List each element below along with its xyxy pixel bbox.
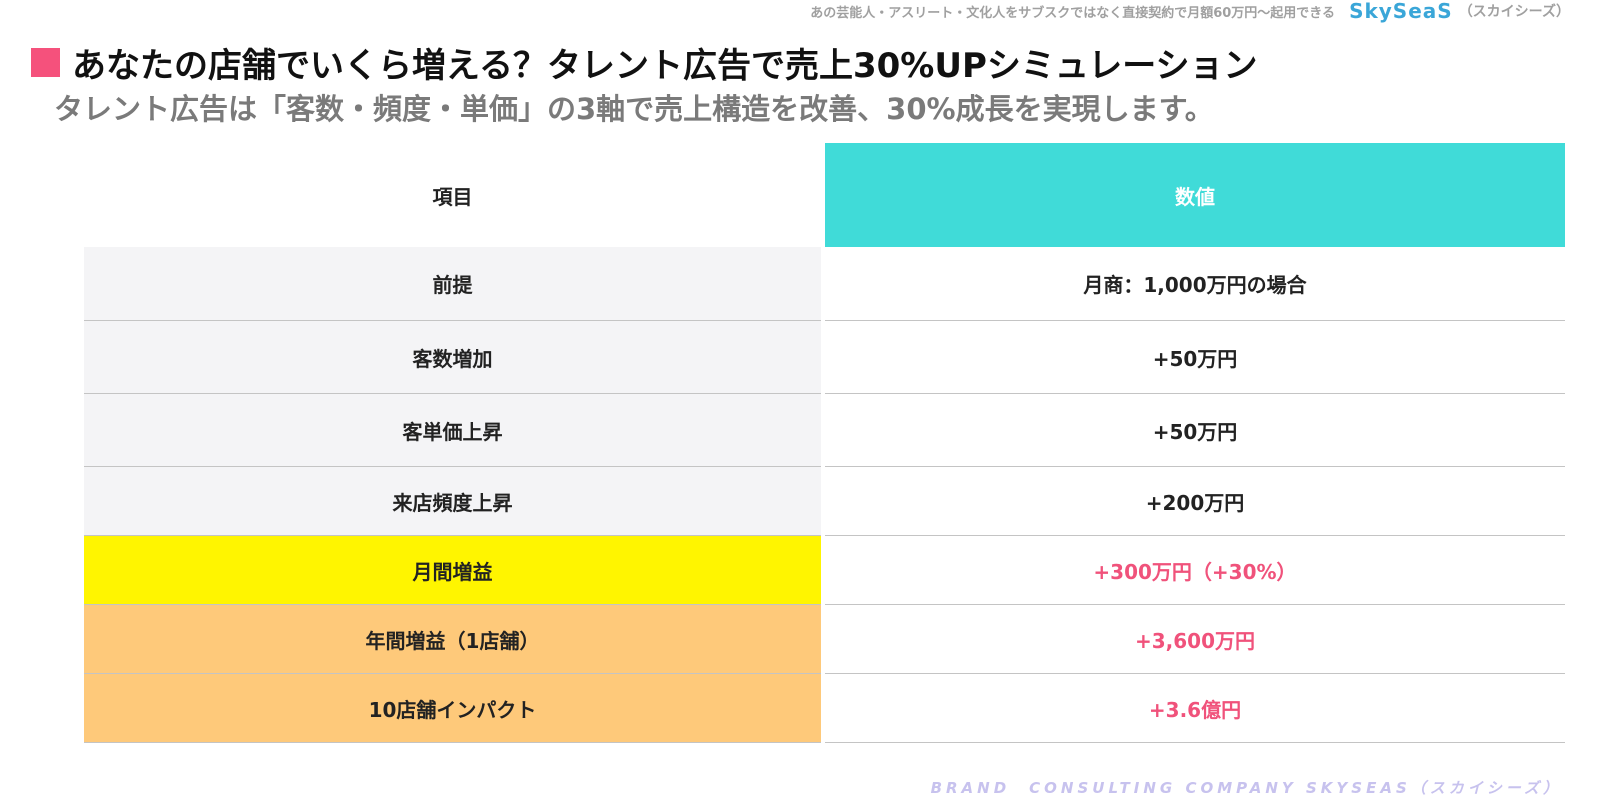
page-title: あなたの店舗でいくら増える？タレント広告で売上30%UPシミュレーション	[72, 46, 1258, 86]
table-row: 前提 月商：1,000万円の場合	[84, 247, 1565, 321]
table-row: 客単価上昇 +50万円	[84, 393, 1565, 467]
row-value-monthly-gain: +300万円（+30%）	[825, 535, 1565, 605]
table-row: 月間増益 +300万円（+30%）	[84, 535, 1565, 605]
header-tagline: あの芸能人・アスリート・文化人をサブスクではなく直接契約で月額60万円〜起用でき…	[810, 0, 1570, 23]
row-item-premise: 前提	[84, 247, 821, 321]
simulation-table: 項目 数値 前提 月商：1,000万円の場合 客数増加 +50万円 客単価上昇 …	[84, 143, 1565, 743]
column-gap	[821, 320, 825, 394]
table-row: 来店頻度上昇 +200万円	[84, 466, 1565, 536]
column-gap	[821, 247, 825, 321]
row-item-annual-gain: 年間増益（1店舗）	[84, 604, 821, 674]
row-item-visit-frequency: 来店頻度上昇	[84, 466, 821, 536]
row-value-ten-store-impact: +3.6億円	[825, 673, 1565, 743]
row-value-customer-increase: +50万円	[825, 320, 1565, 394]
tagline-text: あの芸能人・アスリート・文化人をサブスクではなく直接契約で月額60万円〜起用でき…	[810, 5, 1336, 21]
square-bullet-icon	[31, 48, 60, 77]
row-value-unit-price: +50万円	[825, 393, 1565, 467]
row-item-unit-price: 客単価上昇	[84, 393, 821, 467]
column-gap	[821, 393, 825, 467]
page-subtitle: タレント広告は「客数・頻度・単価」の3軸で売上構造を改善、30%成長を実現します…	[54, 92, 1214, 126]
column-header-item: 項目	[84, 143, 821, 247]
table-row: 客数増加 +50万円	[84, 320, 1565, 394]
column-gap	[821, 673, 825, 743]
row-item-ten-store-impact: 10店舗インパクト	[84, 673, 821, 743]
row-value-annual-gain: +3,600万円	[825, 604, 1565, 674]
row-value-premise: 月商：1,000万円の場合	[825, 247, 1565, 321]
row-item-customer-increase: 客数増加	[84, 320, 821, 394]
table-row: 年間増益（1店舗） +3,600万円	[84, 604, 1565, 674]
title-row: あなたの店舗でいくら増える？タレント広告で売上30%UPシミュレーション	[31, 38, 1580, 87]
table-row: 10店舗インパクト +3.6億円	[84, 673, 1565, 743]
column-gap	[821, 466, 825, 536]
footer-brand: BRAND CONSULTING COMPANY SKYSEAS（スカイシーズ）	[930, 779, 1562, 797]
column-gap	[821, 535, 825, 605]
row-item-monthly-gain: 月間増益	[84, 535, 821, 605]
column-header-value: 数値	[825, 143, 1565, 247]
brand-logo: SkySeaS	[1349, 0, 1453, 23]
table-header-row: 項目 数値	[84, 143, 1565, 247]
brand-kana: （スカイシーズ）	[1458, 4, 1570, 20]
column-gap	[821, 604, 825, 674]
row-value-visit-frequency: +200万円	[825, 466, 1565, 536]
